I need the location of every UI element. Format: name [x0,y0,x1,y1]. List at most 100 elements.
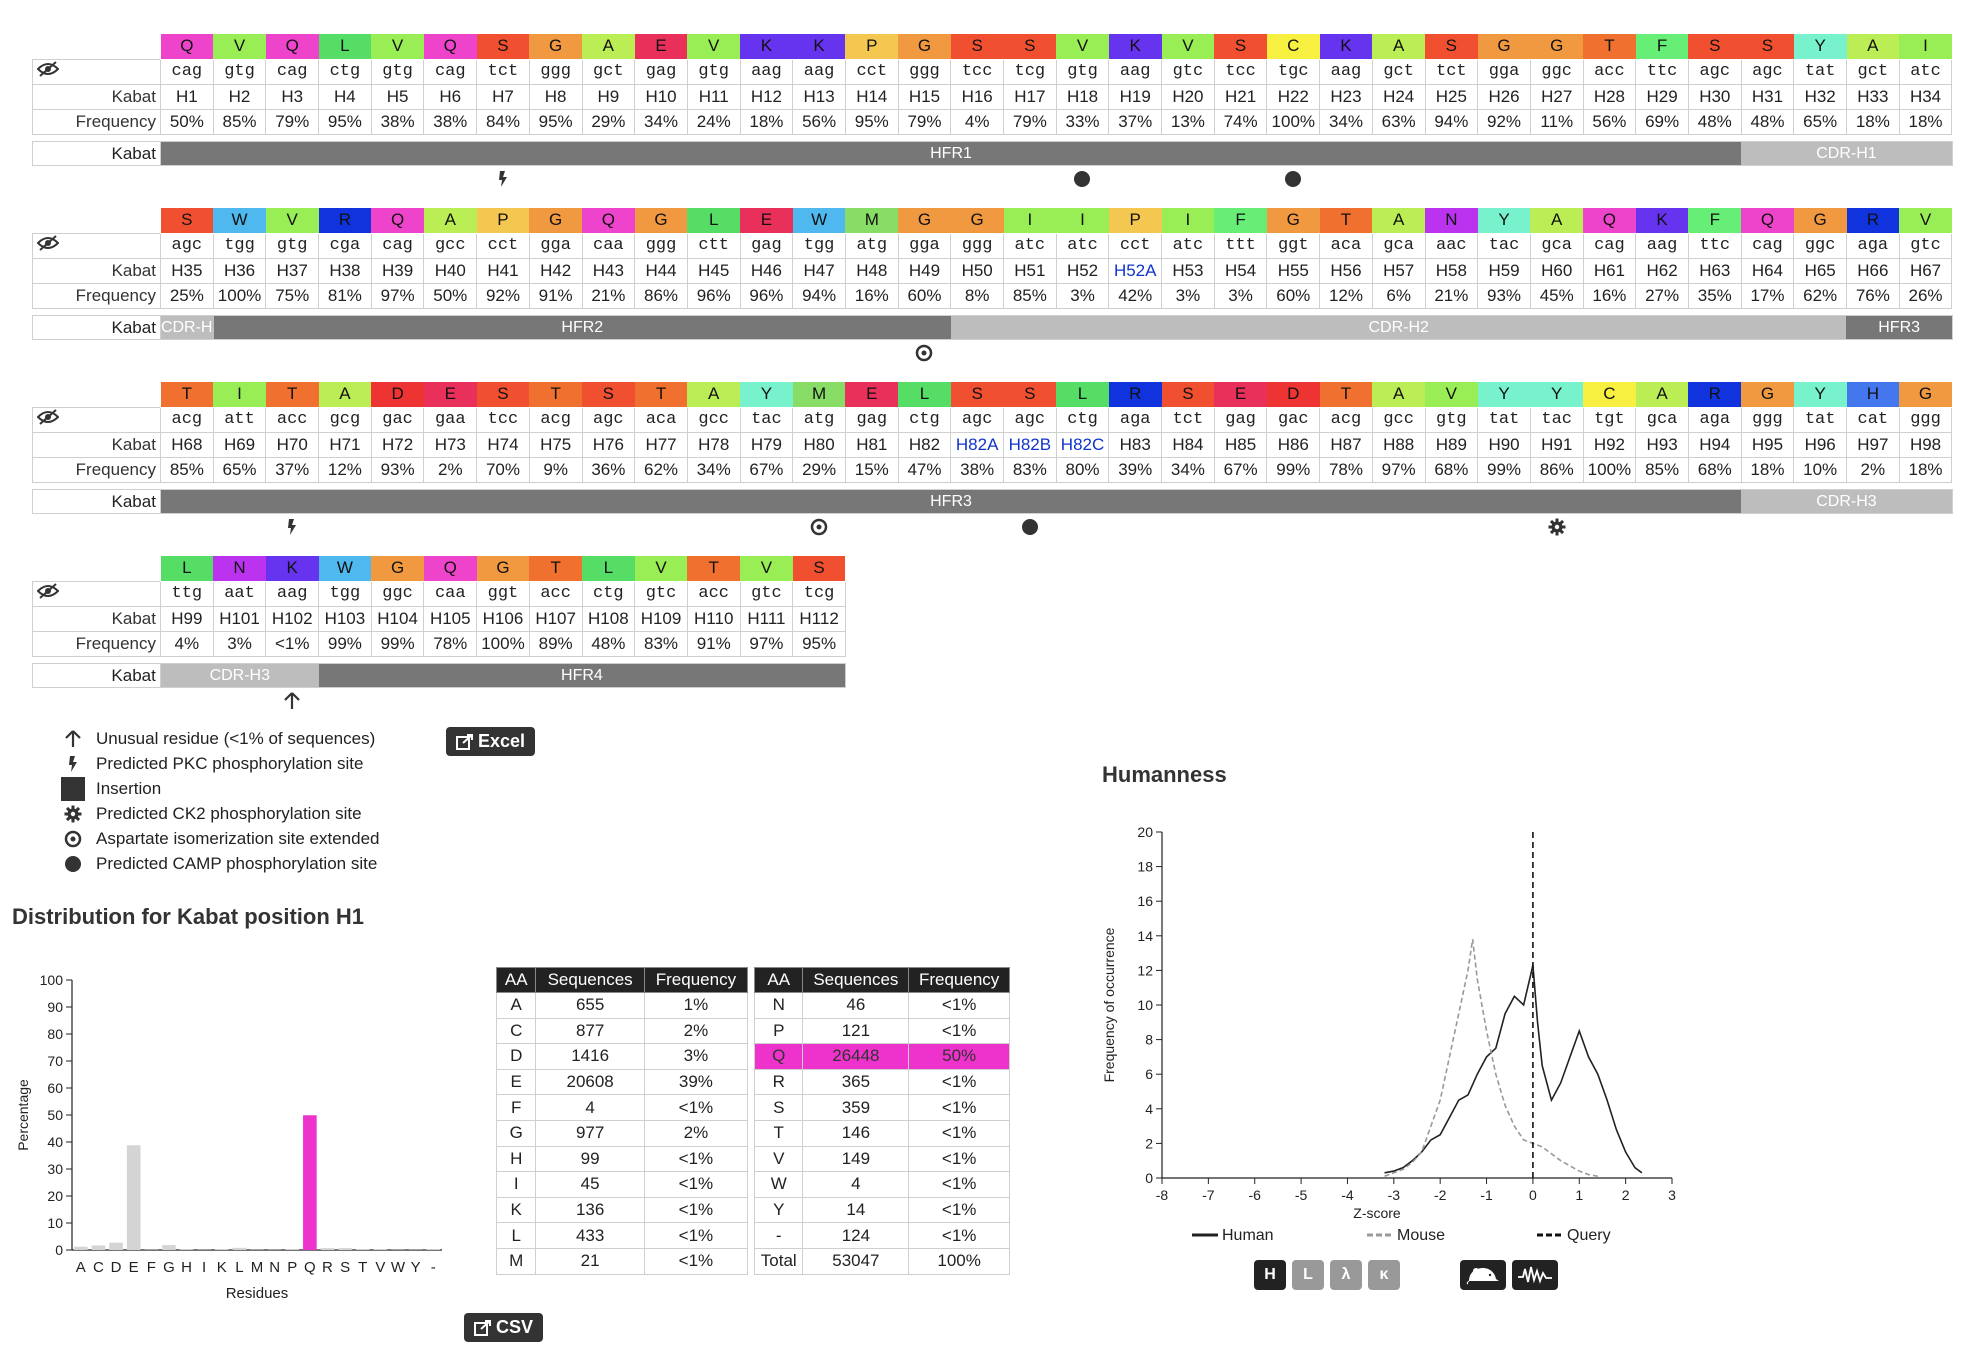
kabat-cell[interactable]: H73 [423,431,478,458]
kabat-cell[interactable]: H111 [739,605,794,632]
column-header[interactable]: Sequences [535,967,645,993]
kabat-cell[interactable]: H112 [792,605,846,632]
kabat-cell[interactable]: H110 [686,605,741,632]
toggle-visibility-button[interactable] [32,406,161,433]
kabat-cell[interactable]: H83 [1108,431,1163,458]
bar-k[interactable] [214,1249,229,1250]
kabat-cell[interactable]: H97 [1846,431,1900,458]
kabat-cell[interactable]: H12 [739,83,794,110]
kabat-cell[interactable]: H25 [1424,83,1479,110]
kabat-cell[interactable]: H59 [1477,257,1531,284]
kabat-cell[interactable]: H69 [212,431,267,458]
table-row[interactable]: N 46 <1% [753,992,1010,1019]
kabat-cell[interactable]: H60 [1529,257,1584,284]
kabat-cell[interactable]: H2 [212,83,267,110]
kabat-cell[interactable]: H45 [686,257,741,284]
kabat-cell[interactable]: H21 [1213,83,1268,110]
kabat-cell[interactable]: H50 [950,257,1004,284]
column-header[interactable]: Sequences [802,967,910,993]
mouse-species-button[interactable] [1460,1260,1506,1290]
kabat-cell[interactable]: H52 [1055,257,1110,284]
toggle-visibility-button[interactable] [32,580,161,607]
export-excel-button[interactable]: Excel [446,727,536,756]
kabat-cell[interactable]: H82B [1003,431,1057,458]
table-row[interactable]: M 21 <1% [495,1247,749,1275]
kabat-cell[interactable]: H17 [1003,83,1057,110]
kabat-cell[interactable]: H4 [318,83,372,110]
kabat-cell[interactable]: H70 [265,431,320,458]
kappa-chain-button[interactable]: κ [1368,1260,1400,1290]
kabat-cell[interactable]: H41 [476,257,530,284]
kabat-cell[interactable]: H76 [581,431,636,458]
kabat-cell[interactable]: H27 [1529,83,1584,110]
kabat-cell[interactable]: H19 [1108,83,1163,110]
table-row[interactable]: F 4 <1% [495,1094,749,1121]
kabat-cell[interactable]: H94 [1687,431,1742,458]
kabat-cell[interactable]: H93 [1635,431,1689,458]
table-row[interactable]: E 20608 39% [495,1068,749,1096]
table-row[interactable]: K 136 <1% [495,1196,749,1224]
table-row[interactable]: -124 <1% [753,1222,1010,1249]
export-csv-button[interactable]: CSV [464,1313,544,1342]
kabat-cell[interactable]: H82C [1055,431,1110,458]
kabat-cell[interactable]: H79 [739,431,794,458]
kabat-cell[interactable]: H78 [686,431,741,458]
kabat-cell[interactable]: H105 [423,605,478,632]
bar-c[interactable] [91,1245,106,1250]
kabat-cell[interactable]: H77 [634,431,688,458]
bar-h[interactable] [179,1249,194,1250]
kabat-cell[interactable]: H66 [1846,257,1900,284]
kabat-cell[interactable]: H63 [1687,257,1742,284]
kabat-cell[interactable]: H91 [1529,431,1584,458]
table-row[interactable]: C 877 2% [495,1017,749,1045]
kabat-cell[interactable]: H96 [1793,431,1847,458]
kabat-cell[interactable]: H72 [370,431,425,458]
kabat-cell[interactable]: H107 [528,605,583,632]
bar-p[interactable] [285,1249,300,1250]
kabat-cell[interactable]: H86 [1266,431,1321,458]
table-row[interactable]: D 1416 3% [495,1043,749,1070]
kabat-cell[interactable]: H71 [318,431,372,458]
column-header[interactable]: AA [495,967,537,993]
kabat-cell[interactable]: H103 [318,605,372,632]
table-row[interactable]: R 365 <1% [753,1068,1010,1096]
kabat-cell[interactable]: H47 [792,257,846,284]
kabat-cell[interactable]: H15 [897,83,952,110]
kabat-cell[interactable]: H57 [1371,257,1426,284]
bar-e[interactable] [126,1145,141,1250]
kabat-cell[interactable]: H29 [1635,83,1689,110]
kabat-cell[interactable]: H46 [739,257,794,284]
kabat-cell[interactable]: H106 [476,605,530,632]
kabat-cell[interactable]: H61 [1582,257,1637,284]
table-row[interactable]: T 146 <1% [753,1119,1010,1147]
kabat-cell[interactable]: H65 [1793,257,1847,284]
bar-v[interactable] [373,1249,388,1250]
kabat-cell[interactable]: H10 [634,83,688,110]
kabat-cell[interactable]: H39 [370,257,425,284]
bar-s[interactable] [338,1248,352,1250]
kabat-cell[interactable]: H6 [423,83,478,110]
kabat-cell[interactable]: H95 [1740,431,1795,458]
kabat-cell[interactable]: H90 [1477,431,1531,458]
kabat-cell[interactable]: H67 [1898,257,1953,284]
kabat-cell[interactable]: H16 [950,83,1004,110]
distribution-wave-button[interactable] [1512,1260,1558,1290]
kabat-cell[interactable]: H109 [634,605,688,632]
kabat-cell[interactable]: H42 [528,257,583,284]
kabat-cell[interactable]: H99 [160,605,214,632]
kabat-cell[interactable]: H3 [265,83,320,110]
kabat-cell[interactable]: H101 [212,605,267,632]
kabat-cell[interactable]: H74 [476,431,530,458]
kabat-cell[interactable]: H8 [528,83,583,110]
bar-t[interactable] [355,1249,370,1250]
kabat-cell[interactable]: H64 [1740,257,1795,284]
table-row[interactable]: Q 26448 50% [753,1043,1010,1070]
table-row[interactable]: W 4 <1% [753,1171,1010,1198]
bar-a[interactable] [74,1246,88,1250]
kabat-cell[interactable]: H14 [844,83,899,110]
kabat-cell[interactable]: H81 [844,431,899,458]
lambda-chain-button[interactable]: λ [1330,1260,1362,1290]
column-header[interactable]: Frequency [643,967,749,993]
kabat-cell[interactable]: H104 [370,605,425,632]
kabat-cell[interactable]: H11 [686,83,741,110]
